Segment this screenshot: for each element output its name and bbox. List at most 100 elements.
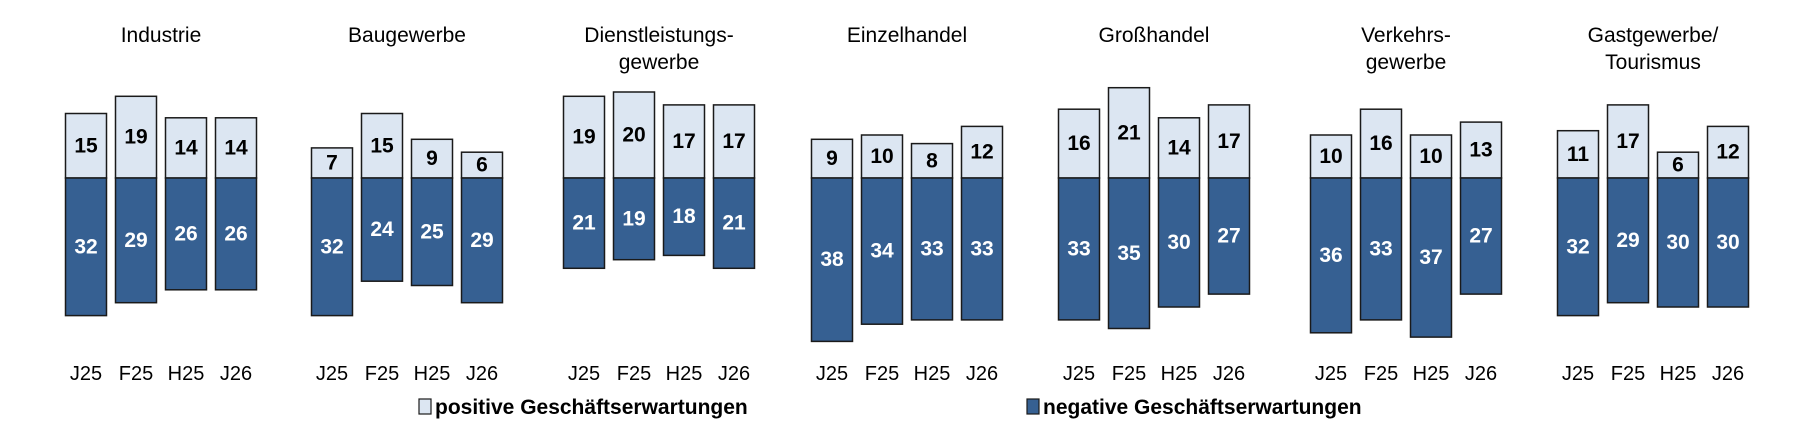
x-tick-label: J26 xyxy=(718,363,750,385)
negative-value-label: 38 xyxy=(820,248,844,271)
panel-title: gewerbe xyxy=(619,51,700,74)
negative-value-label: 29 xyxy=(1616,229,1639,252)
positive-bar xyxy=(360,112,404,179)
positive-bar xyxy=(712,104,756,179)
positive-value-label: 16 xyxy=(1369,132,1392,155)
negative-value-label: 25 xyxy=(420,220,444,243)
positive-value-label: 14 xyxy=(1167,136,1191,159)
positive-bar xyxy=(1057,108,1101,179)
x-tick-label: H25 xyxy=(1660,363,1697,385)
positive-value-label: 17 xyxy=(722,130,745,153)
negative-bar xyxy=(460,177,504,304)
x-tick-label: H25 xyxy=(1413,363,1450,385)
positive-value-label: 7 xyxy=(326,151,338,174)
negative-bar xyxy=(810,177,854,343)
positive-bar xyxy=(1157,117,1201,179)
negative-value-label: 21 xyxy=(572,212,596,235)
positive-value-label: 10 xyxy=(1319,145,1342,168)
x-tick-label: J25 xyxy=(1315,363,1347,385)
negative-value-label: 29 xyxy=(124,229,147,252)
x-tick-label: H25 xyxy=(414,363,451,385)
negative-bar xyxy=(410,177,454,287)
negative-bar xyxy=(1606,177,1650,304)
positive-value-label: 19 xyxy=(572,126,595,149)
positive-value-label: 14 xyxy=(224,136,248,159)
x-tick-label: J25 xyxy=(70,363,102,385)
negative-value-label: 30 xyxy=(1167,231,1190,254)
legend-label-negative: negative Geschäftserwartungen xyxy=(1043,396,1362,419)
positive-value-label: 13 xyxy=(1469,139,1492,162)
negative-value-label: 30 xyxy=(1666,231,1689,254)
x-tick-label: J25 xyxy=(568,363,600,385)
x-tick-label: H25 xyxy=(1161,363,1198,385)
negative-bar xyxy=(164,177,208,291)
positive-bar xyxy=(1706,125,1750,179)
x-tick-label: F25 xyxy=(1112,363,1146,385)
negative-value-label: 27 xyxy=(1469,225,1492,248)
positive-bar xyxy=(1606,104,1650,179)
negative-bar xyxy=(64,177,108,317)
panel-title: Großhandel xyxy=(1099,24,1210,47)
negative-bar xyxy=(1207,177,1251,295)
negative-bar xyxy=(960,177,1004,321)
x-tick-label: J25 xyxy=(1063,363,1095,385)
positive-value-label: 17 xyxy=(1616,130,1639,153)
negative-bar xyxy=(1706,177,1750,308)
positive-bar xyxy=(612,91,656,179)
negative-bar xyxy=(1656,177,1700,308)
negative-value-label: 29 xyxy=(470,229,493,252)
negative-value-label: 33 xyxy=(920,237,943,260)
negative-value-label: 24 xyxy=(370,218,394,241)
negative-value-label: 26 xyxy=(224,222,247,245)
negative-bar xyxy=(612,177,656,261)
negative-bar xyxy=(662,177,706,257)
positive-value-label: 17 xyxy=(1217,130,1240,153)
positive-value-label: 21 xyxy=(1117,121,1141,144)
x-tick-label: F25 xyxy=(1611,363,1645,385)
legend-swatch-negative xyxy=(1026,398,1040,415)
panel-title: Gastgewerbe/ xyxy=(1588,24,1719,47)
negative-bar xyxy=(910,177,954,321)
positive-value-label: 12 xyxy=(1716,141,1739,164)
positive-bar xyxy=(1459,121,1503,179)
x-tick-label: J26 xyxy=(1712,363,1744,385)
positive-value-label: 19 xyxy=(124,126,147,149)
positive-bar xyxy=(1409,134,1453,179)
panel-title: Verkehrs- xyxy=(1361,24,1451,47)
negative-value-label: 33 xyxy=(970,237,993,260)
negative-value-label: 26 xyxy=(174,222,197,245)
panel-title: Dienstleistungs- xyxy=(584,24,733,47)
negative-value-label: 32 xyxy=(74,235,97,258)
negative-bar xyxy=(1359,177,1403,321)
positive-value-label: 6 xyxy=(1672,154,1684,177)
negative-value-label: 30 xyxy=(1716,231,1739,254)
positive-bar xyxy=(662,104,706,179)
x-tick-label: F25 xyxy=(365,363,399,385)
negative-bar xyxy=(1459,177,1503,295)
positive-value-label: 10 xyxy=(1419,145,1442,168)
positive-value-label: 14 xyxy=(174,136,198,159)
negative-bar xyxy=(1556,177,1600,317)
negative-bar xyxy=(1409,177,1453,338)
negative-bar xyxy=(114,177,158,304)
positive-bar xyxy=(860,134,904,179)
positive-value-label: 15 xyxy=(74,134,98,157)
negative-bar xyxy=(1157,177,1201,308)
positive-bar xyxy=(1359,108,1403,179)
panel-title: gewerbe xyxy=(1366,51,1447,74)
negative-bar xyxy=(712,177,756,270)
positive-bar xyxy=(1656,151,1700,179)
x-tick-label: H25 xyxy=(914,363,951,385)
positive-bar xyxy=(1207,104,1251,179)
legend-swatch-positive xyxy=(418,398,432,415)
positive-bar xyxy=(1556,129,1600,179)
x-tick-label: J25 xyxy=(816,363,848,385)
panel-title: Baugewerbe xyxy=(348,24,466,47)
x-tick-label: J26 xyxy=(1465,363,1497,385)
positive-value-label: 17 xyxy=(672,130,695,153)
positive-value-label: 12 xyxy=(970,141,993,164)
positive-value-label: 9 xyxy=(826,147,838,170)
x-tick-label: F25 xyxy=(119,363,153,385)
x-tick-label: J25 xyxy=(316,363,348,385)
negative-value-label: 33 xyxy=(1067,237,1090,260)
